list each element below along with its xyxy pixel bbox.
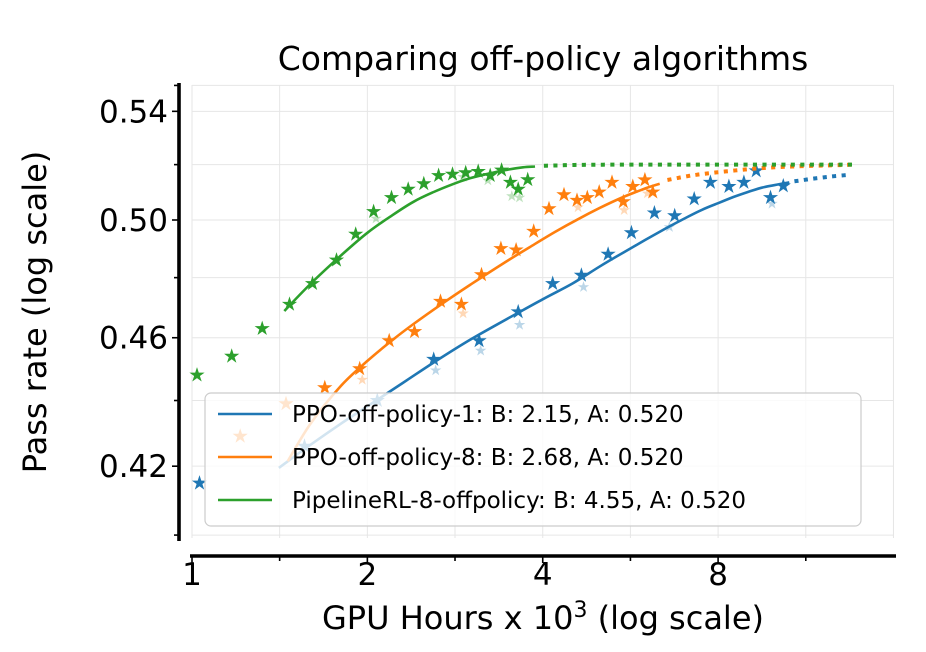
ghost-star-marker — [618, 204, 630, 215]
y-tick-label: 0.54 — [99, 94, 168, 130]
star-marker — [615, 193, 631, 209]
star-marker — [328, 252, 345, 267]
star-marker — [470, 163, 486, 178]
star-marker — [400, 181, 416, 196]
x-tick-label: 8 — [708, 557, 728, 593]
legend-entry-label: PPO-off-policy-1: B: 2.15, A: 0.520 — [292, 402, 684, 428]
legend: PPO-off-policy-1: B: 2.15, A: 0.520 PPO-o… — [204, 392, 862, 527]
star-marker — [520, 171, 536, 187]
star-marker — [526, 223, 542, 238]
chart-title: Comparing off-policy algorithms — [278, 39, 809, 78]
star-marker — [667, 207, 683, 223]
star-marker — [762, 189, 779, 205]
star-marker — [458, 164, 474, 180]
x-axis-label-superscript: 3 — [573, 598, 587, 623]
x-tick-label: 1 — [182, 557, 202, 593]
star-marker — [625, 178, 641, 193]
star-marker — [381, 332, 397, 348]
star-marker — [352, 360, 368, 376]
y-tick-label: 0.50 — [99, 203, 168, 239]
star-marker — [473, 266, 490, 282]
star-marker — [426, 351, 442, 366]
fit-curve-solid — [286, 182, 661, 462]
ghost-star-marker — [572, 201, 584, 213]
star-marker — [191, 475, 208, 490]
star-marker — [431, 167, 447, 182]
star-marker — [645, 184, 661, 199]
ghost-star-marker — [356, 373, 368, 385]
star-marker — [637, 171, 653, 187]
ghost-star-marker — [513, 318, 526, 330]
legend-entry-label: PipelineRL-8-offpolicy: B: 4.55, A: 0.52… — [292, 488, 746, 514]
star-marker — [383, 189, 400, 205]
star-marker — [510, 181, 526, 196]
star-marker — [432, 293, 449, 308]
y-tick-label: 0.42 — [99, 449, 168, 485]
x-axis-label: GPU Hours x 103 (log scale) — [322, 598, 764, 637]
star-marker — [623, 224, 640, 240]
star-marker — [189, 367, 205, 382]
ghost-star-marker — [663, 221, 676, 232]
star-marker — [573, 267, 589, 282]
ghost-star-marker — [577, 281, 590, 292]
x-axis-label-suffix: (log scale) — [587, 599, 764, 637]
star-marker — [453, 296, 469, 311]
ghost-star-marker — [766, 197, 778, 209]
legend-frame — [204, 392, 862, 527]
star-marker — [304, 275, 321, 290]
ghost-star-marker — [370, 212, 382, 224]
star-marker — [510, 303, 526, 319]
ghost-star-marker — [430, 364, 442, 376]
star-marker — [482, 167, 498, 182]
ghost-star-marker — [506, 190, 518, 202]
star-marker — [775, 178, 791, 193]
series-PPO-off-policy-8 — [232, 162, 857, 462]
star-marker — [254, 320, 270, 335]
series-PipelineRL-8-offpolicy — [189, 162, 857, 382]
star-marker — [444, 166, 461, 181]
x-axis-label-prefix: GPU Hours x 10 — [322, 599, 573, 637]
star-marker — [591, 184, 607, 199]
star-marker — [348, 226, 364, 241]
star-marker — [281, 296, 298, 311]
star-marker — [541, 200, 557, 216]
star-marker — [702, 174, 718, 189]
star-marker — [406, 323, 423, 339]
star-marker — [646, 205, 662, 220]
axis-ticks — [172, 84, 807, 563]
star-marker — [545, 275, 561, 290]
x-tick-label: 4 — [533, 557, 553, 593]
ghost-star-marker — [641, 187, 654, 199]
y-axis-label: Pass rate (log scale) — [16, 151, 54, 474]
star-marker — [317, 379, 333, 395]
legend-entry-label: PPO-off-policy-8: B: 2.68, A: 0.520 — [292, 445, 684, 471]
star-marker — [721, 178, 737, 193]
star-marker — [416, 175, 432, 191]
star-marker — [508, 242, 524, 257]
star-marker — [494, 162, 510, 177]
ghost-star-marker — [513, 191, 526, 203]
tick-labels: 1 2 4 8 0.54 0.50 0.46 0.42 — [99, 94, 728, 593]
star-marker — [493, 240, 509, 255]
y-tick-label: 0.46 — [99, 321, 168, 357]
star-marker — [366, 203, 382, 218]
ghost-star-marker — [457, 307, 469, 319]
star-marker — [224, 348, 240, 363]
star-marker — [502, 174, 518, 189]
star-marker — [600, 246, 616, 261]
star-marker — [556, 186, 572, 202]
fit-curve-dotted-extrapolation — [794, 172, 853, 184]
star-marker — [579, 189, 595, 205]
star-marker — [569, 192, 585, 207]
ghost-star-marker — [475, 344, 487, 356]
star-marker — [471, 332, 487, 348]
star-marker — [736, 174, 752, 189]
star-marker — [686, 191, 702, 206]
star-marker — [604, 174, 620, 189]
x-tick-label: 2 — [357, 557, 377, 593]
